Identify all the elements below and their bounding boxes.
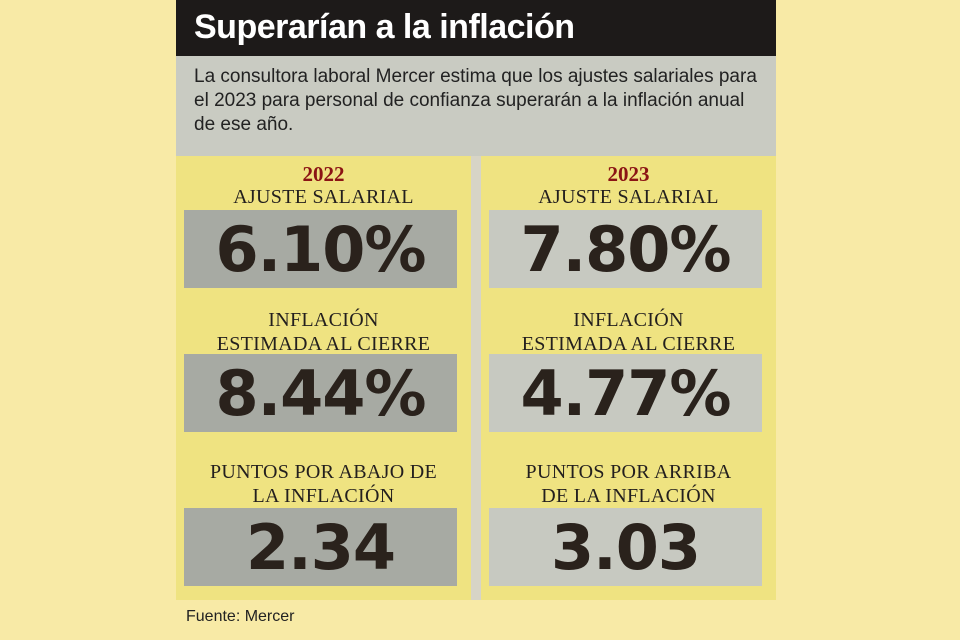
metric-label-inflacion: INFLACIÓN ESTIMADA AL CIERRE <box>521 309 736 355</box>
metric-label-ajuste: AJUSTE SALARIAL <box>233 186 414 208</box>
metric-label-puntos: PUNTOS POR ABAJO DE LA INFLACIÓN <box>209 461 438 507</box>
metric-value-box: 6.10% <box>184 210 457 288</box>
metric-value-box: 4.77% <box>489 354 762 432</box>
title-bar: Superarían a la inflación <box>176 0 776 56</box>
column-2022: 2022 AJUSTE SALARIAL 6.10% INFLACIÓN EST… <box>176 156 471 600</box>
metric-value-box: 8.44% <box>184 354 457 432</box>
column-2023: 2023 AJUSTE SALARIAL 7.80% INFLACIÓN EST… <box>481 156 776 600</box>
intro-box: La consultora laboral Mercer estima que … <box>176 56 776 156</box>
metric-value-box: 3.03 <box>489 508 762 586</box>
metric-value-ajuste: 6.10% <box>215 212 426 286</box>
metric-label-ajuste: AJUSTE SALARIAL <box>538 186 719 208</box>
year-label: 2022 <box>302 162 345 186</box>
metric-label-puntos: PUNTOS POR ARRIBA DE LA INFLACIÓN <box>525 461 732 507</box>
metric-value-box: 2.34 <box>184 508 457 586</box>
metric-value-box: 7.80% <box>489 210 762 288</box>
metric-value-inflacion: 8.44% <box>215 356 426 430</box>
intro-text: La consultora laboral Mercer estima que … <box>194 66 757 135</box>
page-title: Superarían a la inflación <box>194 8 575 46</box>
metric-label-inflacion: INFLACIÓN ESTIMADA AL CIERRE <box>216 309 431 355</box>
metric-value-inflacion: 4.77% <box>520 356 731 430</box>
metric-value-ajuste: 7.80% <box>520 212 731 286</box>
metric-value-puntos: 2.34 <box>246 510 396 584</box>
source-note: Fuente: Mercer <box>186 608 295 625</box>
infographic: Superarían a la inflación La consultora … <box>176 0 776 640</box>
metric-value-puntos: 3.03 <box>551 510 701 584</box>
year-label: 2023 <box>607 162 650 186</box>
